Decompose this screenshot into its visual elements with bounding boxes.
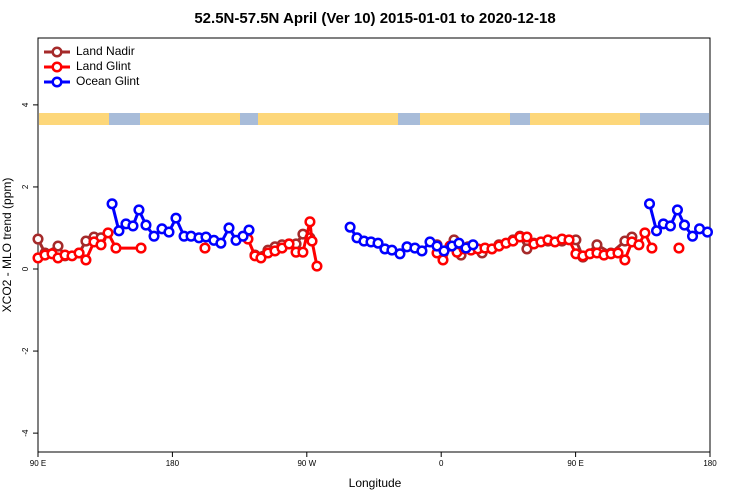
data-point <box>372 237 384 249</box>
data-point <box>73 247 85 259</box>
y-tick-label: -2 <box>21 347 30 355</box>
x-tick-label: 90 E <box>30 459 46 468</box>
data-point <box>243 224 255 236</box>
data-point <box>163 226 175 238</box>
data-point <box>215 237 227 249</box>
data-point <box>113 225 125 237</box>
data-point <box>127 220 139 232</box>
data-point <box>686 230 699 242</box>
legend-label: Land Nadir <box>76 44 135 58</box>
data-point <box>643 198 656 210</box>
data-point <box>650 225 663 237</box>
data-point <box>646 242 658 254</box>
data-point <box>297 246 309 258</box>
data-point <box>283 238 295 250</box>
data-point <box>32 233 44 245</box>
chart-title: 52.5N-57.5N April (Ver 10) 2015-01-01 to… <box>194 10 555 27</box>
data-point <box>701 226 714 238</box>
data-point <box>664 220 676 232</box>
data-point <box>133 204 145 216</box>
data-point <box>306 235 318 247</box>
data-point <box>140 219 152 231</box>
x-axis-label: Longitude <box>349 476 402 490</box>
data-point <box>80 254 92 266</box>
data-point <box>52 240 64 252</box>
data-point <box>135 242 147 254</box>
data-point <box>344 221 356 233</box>
data-point <box>633 239 645 251</box>
data-point <box>416 245 428 257</box>
data-point <box>311 260 323 272</box>
data-point <box>431 240 443 252</box>
map-strip <box>39 113 709 125</box>
data-point <box>619 254 631 266</box>
data-point <box>255 252 267 264</box>
data-point <box>612 247 624 259</box>
x-tick-label: 180 <box>166 459 180 468</box>
y-tick-label: -4 <box>21 429 30 437</box>
data-point <box>148 230 160 242</box>
data-point <box>102 227 114 239</box>
x-tick-label: 90 E <box>567 459 583 468</box>
series <box>32 228 638 263</box>
series <box>106 198 714 260</box>
x-tick-label: 0 <box>439 459 444 468</box>
y-tick-label: 2 <box>21 184 30 189</box>
legend-marker <box>51 61 63 73</box>
y-axis-label: XCO2 - MLO trend (ppm) <box>0 178 14 313</box>
data-point <box>639 227 651 239</box>
plot-frame <box>37 37 711 453</box>
data-point <box>199 242 211 254</box>
x-tick-label: 90 W <box>297 459 316 468</box>
data-point <box>394 248 406 260</box>
data-point <box>673 242 685 254</box>
legend-marker <box>51 76 63 88</box>
data-point <box>521 243 533 255</box>
legend-label: Land Glint <box>76 59 131 73</box>
data-point <box>678 219 691 231</box>
data-point <box>223 222 235 234</box>
data-point <box>110 242 122 254</box>
data-point <box>453 237 465 249</box>
data-point <box>438 245 450 257</box>
data-point <box>521 231 533 243</box>
data-point <box>563 234 575 246</box>
data-point <box>467 239 479 251</box>
x-tick-label: 180 <box>703 459 717 468</box>
y-tick-label: 4 <box>21 102 30 107</box>
data-point <box>304 216 316 228</box>
data-point <box>437 254 449 266</box>
legend-label: Ocean Glint <box>76 74 140 88</box>
legend-marker <box>51 46 63 58</box>
data-point <box>95 239 107 251</box>
data-point <box>106 198 118 210</box>
y-tick-label: 0 <box>21 266 30 271</box>
data-point <box>671 204 683 216</box>
data-point <box>170 212 182 224</box>
